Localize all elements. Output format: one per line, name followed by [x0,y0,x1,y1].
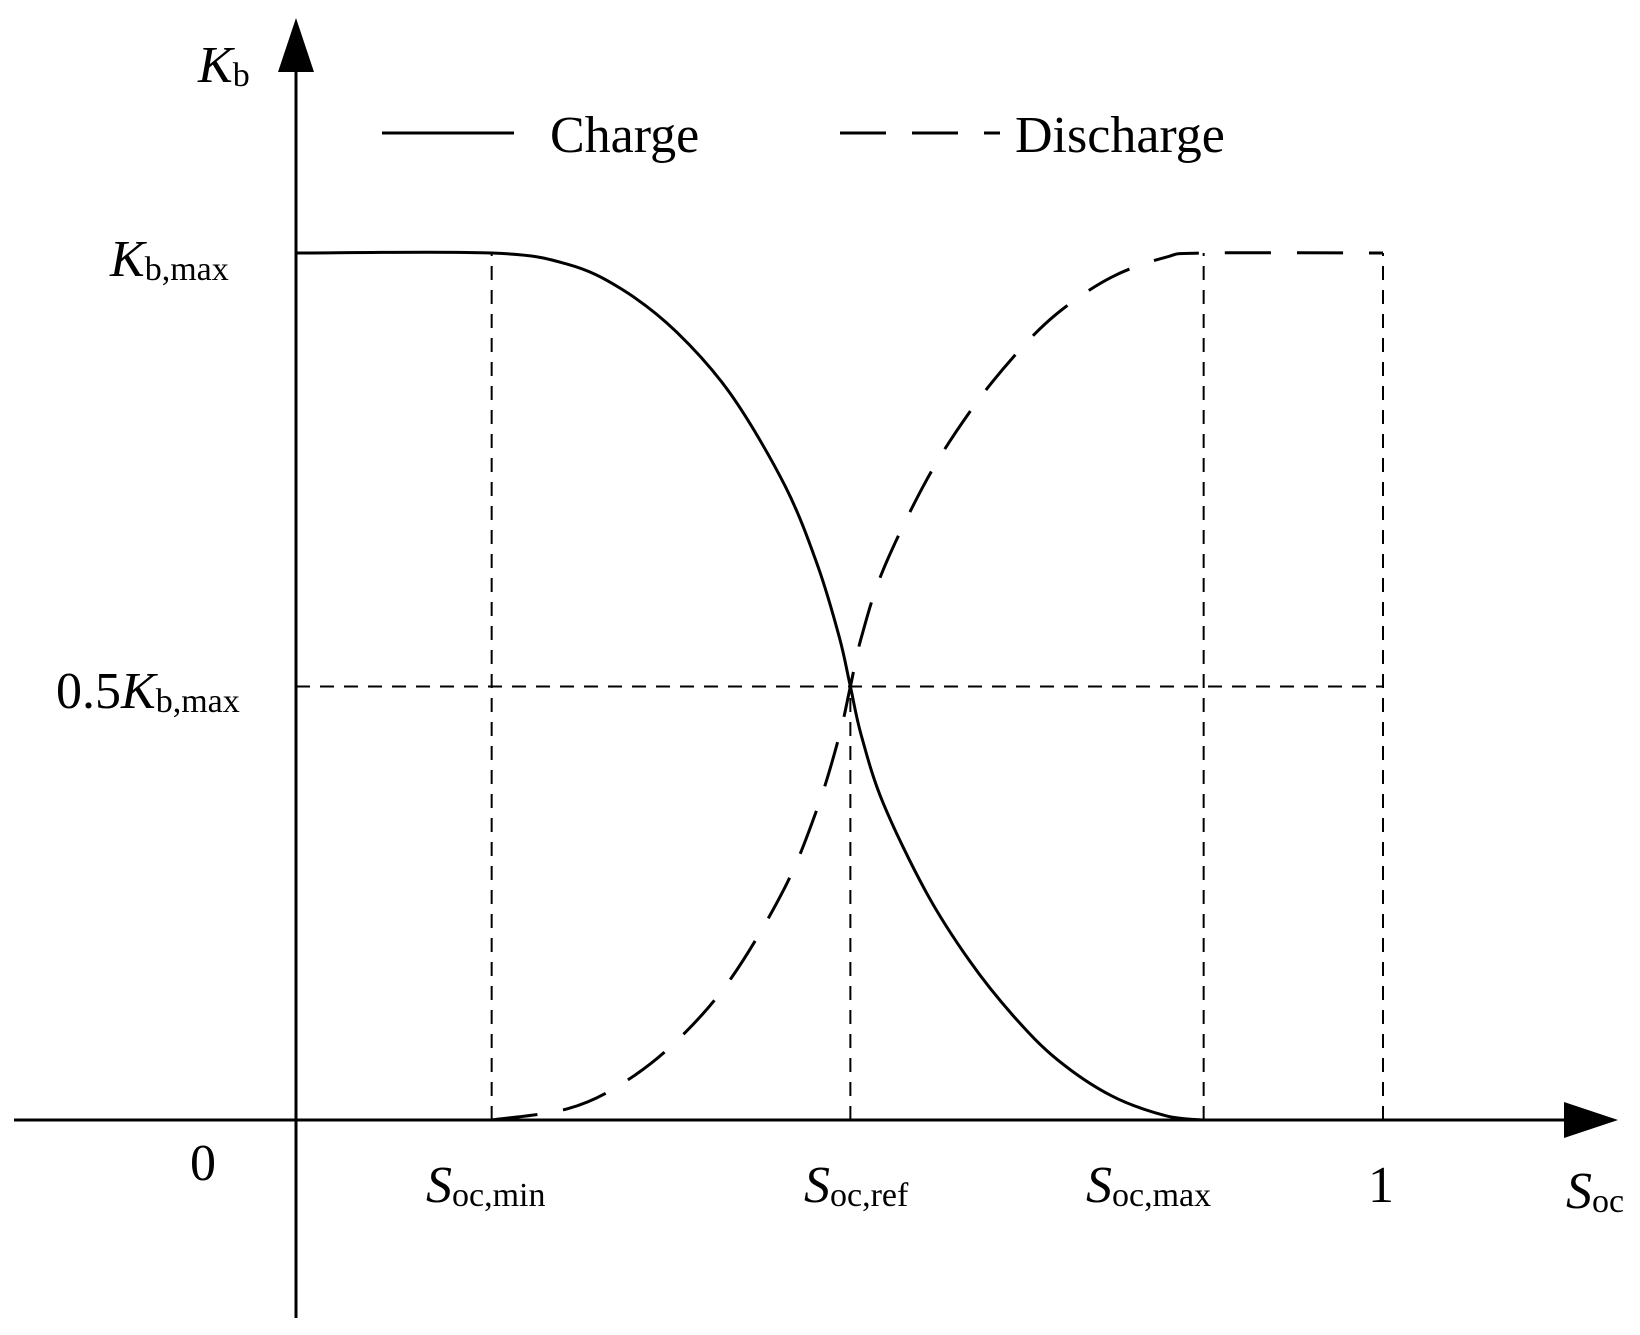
discharge-curve [491,251,1384,1122]
x-tick-soc-min: Soc,min [426,1157,545,1214]
y-axis-title: Kb [197,37,250,94]
x-tick-soc-max: Soc,max [1086,1157,1211,1214]
legend: Charge Discharge [382,107,1225,164]
series-layer [295,250,1384,1122]
y-tick-kbmax: Kb,max [109,231,229,288]
x-tick-soc-ref: Soc,ref [804,1157,909,1214]
reference-lines [296,253,1384,1120]
origin-label: 0 [190,1135,216,1192]
x-axis-title: Soc [1566,1163,1624,1220]
y-tick-half-kbmax: 0.5Kb,max [56,663,240,720]
legend-charge-label: Charge [550,107,699,164]
legend-discharge-label: Discharge [1015,107,1225,164]
x-tick-one: 1 [1368,1157,1394,1214]
x-axis-arrow [1564,1102,1618,1138]
charge-curve [295,250,1204,1122]
y-axis-arrow [278,18,314,72]
